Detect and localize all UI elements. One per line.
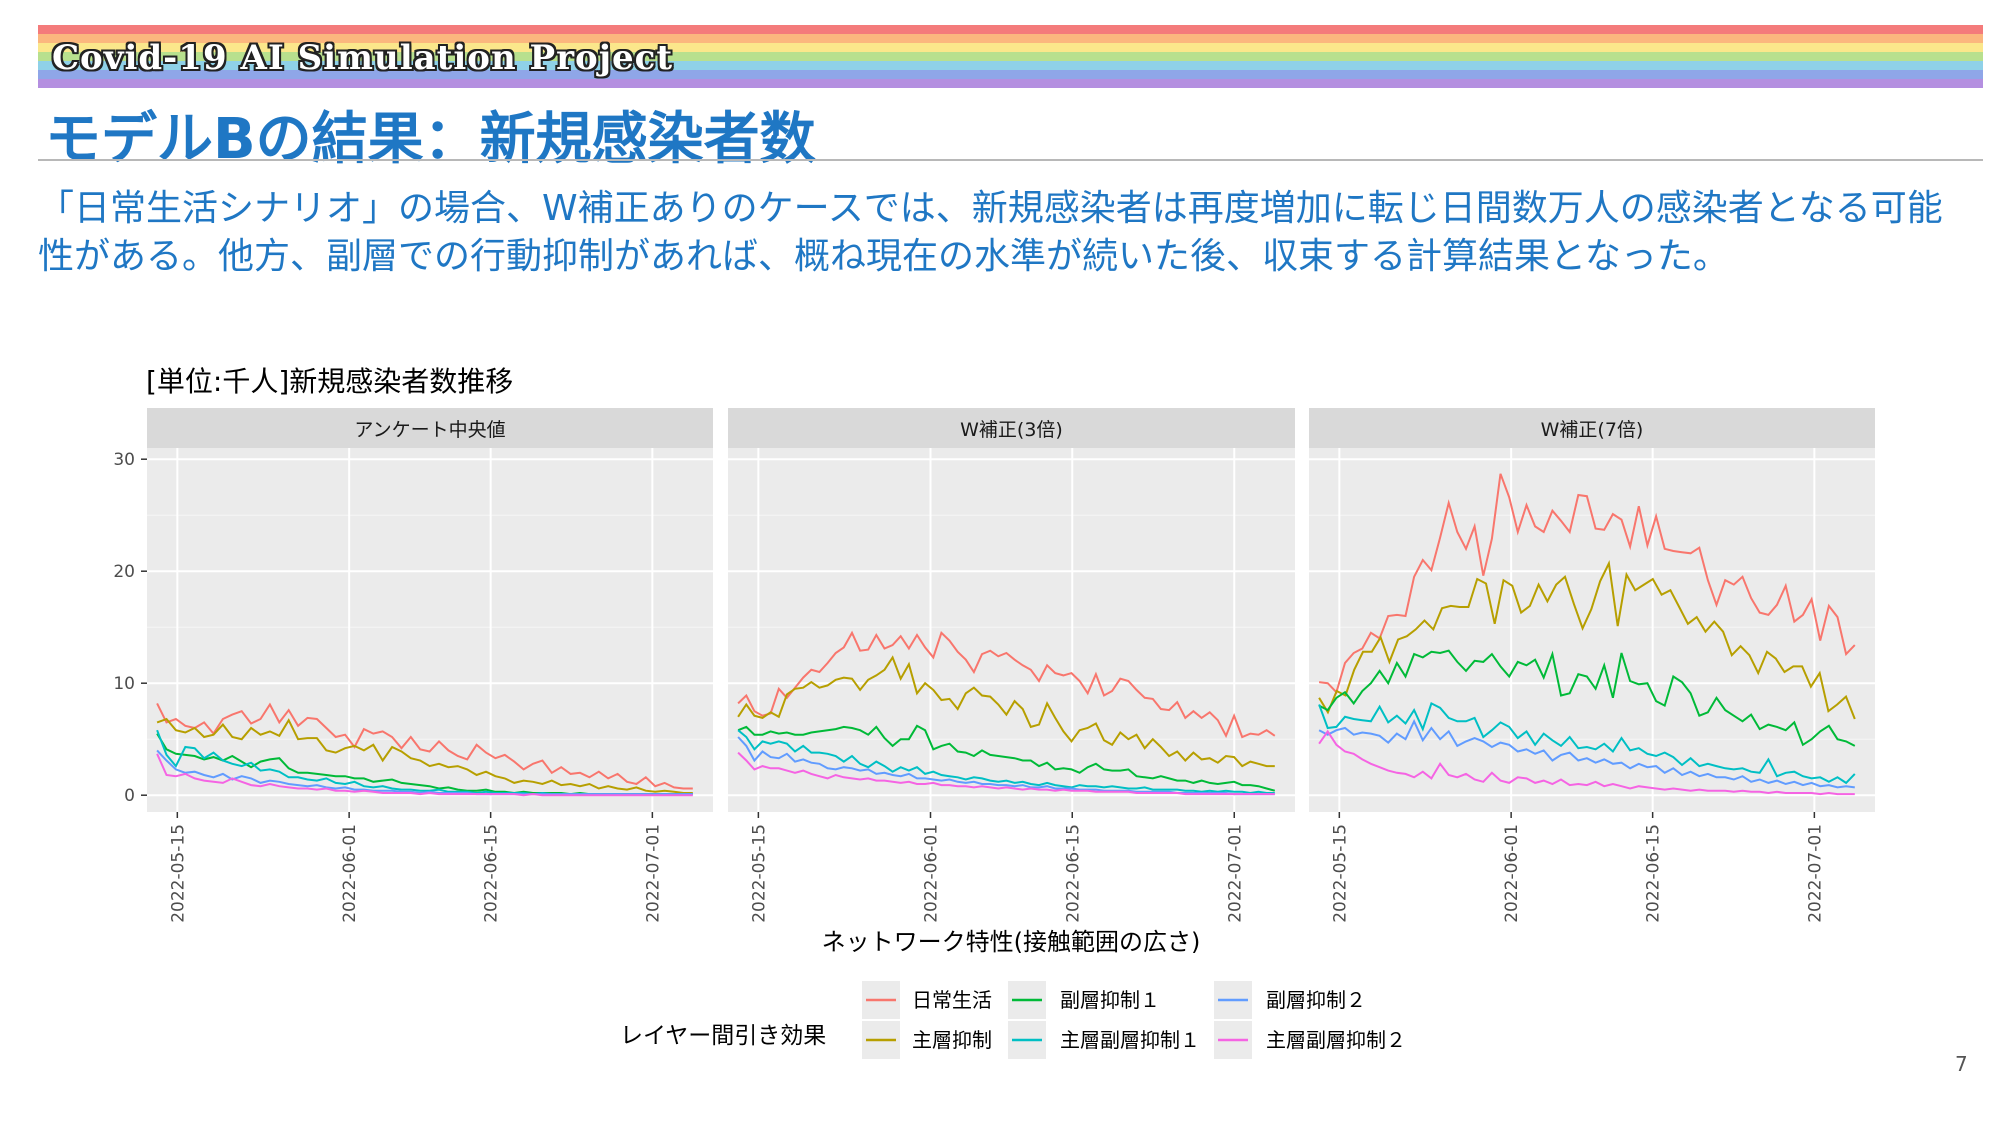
rainbow-banner	[38, 25, 1983, 89]
series-line	[737, 736, 1275, 796]
rainbow-band	[38, 61, 1983, 70]
panel-background	[147, 448, 713, 812]
y-tick-label: 0	[124, 786, 135, 806]
rainbow-band	[38, 70, 1983, 79]
series-line	[156, 702, 693, 790]
x-tick-label: 2022-07-01	[1805, 824, 1825, 923]
rainbow-band	[38, 52, 1983, 61]
y-tick-label: 20	[113, 562, 135, 582]
legend-title: レイヤー間引き効果	[620, 1023, 826, 1049]
chart-title: [単位:千人]新規感染者数推移	[146, 365, 514, 398]
series-line	[737, 655, 1275, 768]
facet-strip	[1309, 408, 1875, 448]
legend-label: 日常生活	[912, 988, 992, 1012]
facet-label: W補正(3倍)	[960, 419, 1063, 441]
legend-label: 副層抑制２	[1266, 988, 1366, 1012]
series-line	[737, 729, 1275, 795]
series-line	[1318, 729, 1855, 796]
legend-label: 主層副層抑制１	[1060, 1028, 1200, 1052]
series-line	[156, 753, 693, 797]
x-tick-label: 2022-05-15	[1330, 824, 1350, 923]
series-line	[737, 751, 1275, 796]
slide-title: モデルBの結果：新規感染者数	[45, 107, 816, 172]
x-tick-label: 2022-06-15	[482, 824, 502, 923]
series-line	[737, 630, 1276, 739]
panel-background	[1309, 448, 1875, 812]
x-tick-label: 2022-07-01	[643, 824, 663, 923]
y-tick-label: 10	[113, 674, 135, 694]
series-line	[1318, 649, 1856, 747]
facet-label: W補正(7倍)	[1541, 419, 1644, 441]
legend-label: 主層抑制	[912, 1028, 992, 1052]
y-tick-label: 30	[113, 450, 135, 470]
x-tick-label: 2022-05-15	[168, 824, 188, 923]
series-line	[1318, 718, 1855, 789]
facet-strip	[147, 408, 713, 448]
facet-label: アンケート中央値	[354, 419, 505, 441]
rainbow-band	[38, 79, 1983, 88]
x-tick-label: 2022-06-01	[340, 824, 360, 923]
x-tick-label: 2022-06-15	[1063, 824, 1083, 923]
series-line	[737, 724, 1276, 792]
x-tick-label: 2022-07-01	[1225, 824, 1245, 923]
legend-label: 副層抑制１	[1060, 988, 1160, 1012]
x-axis-title: ネットワーク特性(接触範囲の広さ)	[822, 928, 1201, 956]
facet-strip	[728, 408, 1295, 448]
x-tick-label: 2022-05-15	[749, 824, 769, 923]
series-line	[156, 717, 693, 794]
rainbow-band	[38, 25, 1983, 34]
x-tick-label: 2022-06-01	[922, 824, 942, 923]
x-tick-label: 2022-06-15	[1644, 824, 1664, 923]
x-tick-label: 2022-06-01	[1502, 824, 1522, 923]
legend-label: 主層副層抑制２	[1266, 1028, 1406, 1052]
page-number: 7	[1955, 1052, 1968, 1076]
series-line	[1318, 473, 1856, 695]
rainbow-band	[38, 34, 1983, 43]
slide-description: 「日常生活シナリオ」の場合、W補正ありのケースでは、新規感染者は再度増加に転じ日…	[38, 188, 1943, 277]
series-line	[156, 749, 693, 796]
rainbow-band	[38, 43, 1983, 52]
panel-background	[728, 448, 1295, 812]
series-line	[1318, 560, 1856, 720]
title-divider	[38, 159, 1983, 161]
series-line	[1318, 701, 1856, 785]
project-title: Covid-19 AI Simulation Project	[52, 38, 674, 78]
